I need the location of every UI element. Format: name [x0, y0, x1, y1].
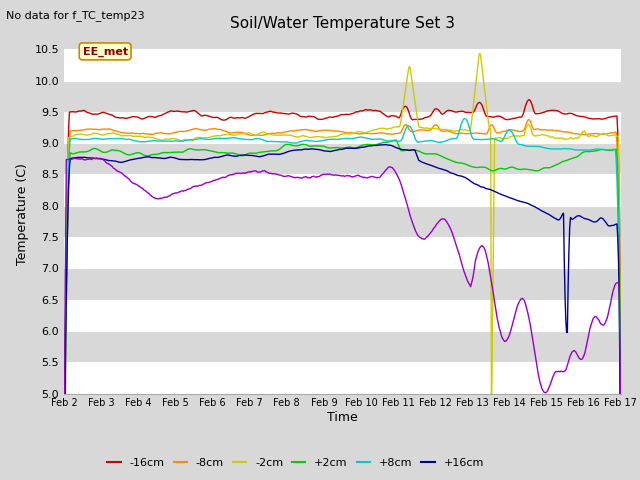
Bar [64, 206, 621, 237]
Bar [64, 237, 621, 268]
Bar [64, 49, 621, 81]
Bar [64, 268, 621, 300]
Bar [64, 300, 621, 331]
Bar [64, 143, 621, 174]
Y-axis label: Temperature (C): Temperature (C) [16, 163, 29, 264]
Text: No data for f_TC_temp23: No data for f_TC_temp23 [6, 10, 145, 21]
X-axis label: Time: Time [327, 411, 358, 424]
Bar [64, 112, 621, 143]
Bar [64, 331, 621, 362]
Bar [64, 174, 621, 206]
Bar [64, 81, 621, 112]
Bar [64, 362, 621, 394]
Text: EE_met: EE_met [83, 46, 128, 57]
Title: Soil/Water Temperature Set 3: Soil/Water Temperature Set 3 [230, 16, 455, 31]
